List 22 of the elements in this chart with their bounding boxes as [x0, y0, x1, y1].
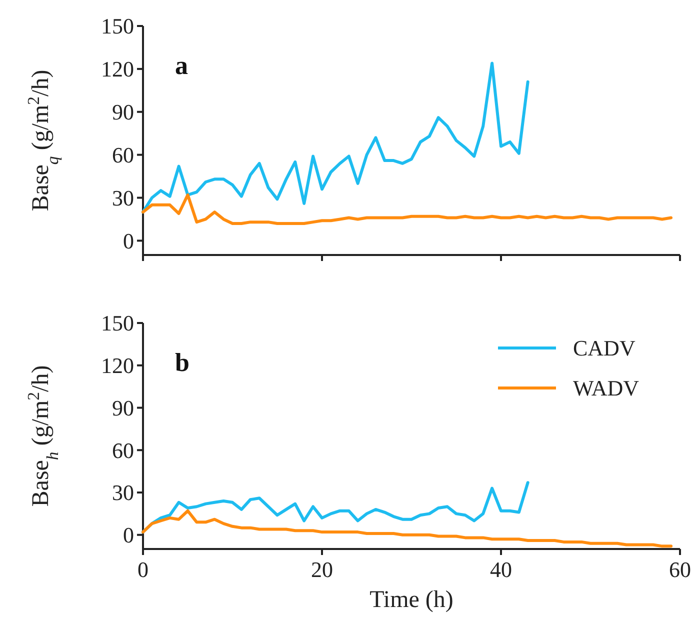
legend-label: CADV	[573, 336, 636, 361]
y-tick-label: 0	[123, 522, 134, 548]
x-axis-title: Time (h)	[370, 587, 454, 613]
line-series	[142, 509, 673, 548]
legend-label: WADV	[573, 376, 640, 401]
y-tick-label: 0	[123, 228, 134, 254]
x-tick-label: 20	[311, 557, 333, 582]
y-tick-label: 90	[112, 100, 134, 125]
line-series	[142, 193, 673, 226]
y-tick-label: 150	[101, 14, 134, 39]
y-tick-label: 30	[112, 185, 134, 210]
y-tick-label: 150	[101, 310, 134, 336]
y-tick-label: 90	[112, 395, 134, 420]
x-tick-label: 40	[490, 557, 512, 582]
y-tick-label: 60	[112, 438, 134, 463]
y-tick-label: 120	[101, 353, 134, 378]
annotation: b	[175, 348, 190, 377]
y-tick-label: 120	[101, 56, 134, 82]
x-tick-label: 60	[669, 557, 691, 582]
y-tick-label: 30	[112, 480, 134, 506]
y-tick-label: 60	[112, 142, 134, 168]
annotation: a	[175, 51, 188, 80]
